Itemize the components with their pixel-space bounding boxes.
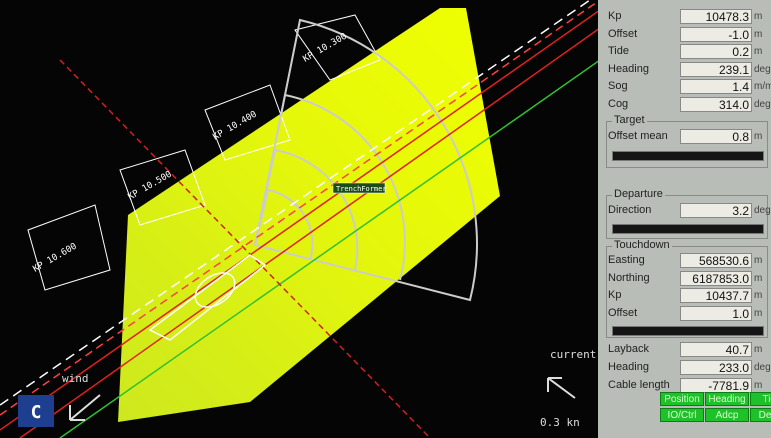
field-label: Easting	[608, 254, 645, 266]
group-title: Departure	[612, 188, 665, 200]
tag-box	[332, 182, 386, 194]
group-box	[606, 246, 768, 338]
field-value: 10478.3	[680, 9, 752, 24]
field-label: Layback	[608, 343, 649, 355]
field-label: Kp	[608, 289, 622, 301]
kp-boxes	[27, 14, 381, 291]
field-value: 0.8	[680, 129, 752, 144]
toggle-button[interactable]: IO/Ctrl	[660, 408, 704, 422]
field-label: Heading	[608, 361, 649, 373]
toggle-button[interactable]: Tide	[750, 392, 771, 406]
toggle-button[interactable]: Position	[660, 392, 704, 406]
group-title: Touchdown	[612, 239, 672, 251]
field-value: 6187853.0	[680, 270, 752, 286]
field-unit: m/min	[754, 81, 771, 92]
field-value: -1.0	[680, 26, 752, 42]
wind-label: wind	[62, 372, 89, 385]
group-box	[606, 195, 768, 239]
field-label: Kp	[608, 10, 622, 22]
badge: C	[31, 402, 42, 423]
touchdown-bar	[612, 326, 764, 336]
field-unit: m	[754, 11, 763, 22]
survey-area	[118, 8, 500, 422]
tag-label: TrenchFormer	[336, 185, 387, 193]
field-unit: m	[754, 307, 763, 319]
kp-label: KP 10.300	[302, 32, 349, 65]
current-speed: 0.3 kn	[540, 416, 580, 429]
group-box	[606, 121, 768, 168]
badge-box	[18, 395, 54, 427]
field-unit: m	[754, 28, 763, 40]
field-value: 0.2	[680, 44, 752, 59]
field-value: 40.7	[680, 342, 752, 357]
field-unit: m	[754, 272, 763, 284]
toggle-button[interactable]: Heading	[705, 392, 749, 406]
toggle-button[interactable]: Demo	[750, 408, 771, 422]
field-unit: m	[754, 131, 763, 142]
field-unit: m	[754, 344, 763, 355]
kp-label: KP 10.600	[32, 242, 79, 275]
field-unit: deg	[754, 205, 771, 216]
field-value: 1.4	[680, 79, 752, 94]
field-label: Offset	[608, 27, 638, 40]
current-label: current	[550, 348, 596, 361]
group-title: Target	[612, 114, 647, 126]
vessel	[148, 254, 267, 341]
field-unit: deg	[754, 98, 771, 110]
field-label: Offset mean	[608, 130, 668, 142]
field-label: Heading	[608, 62, 649, 75]
field-unit: deg	[754, 362, 771, 373]
field-value: 314.0	[680, 96, 752, 112]
field-label: Offset	[608, 306, 638, 319]
status-panel: Kp 10478.3 m Offset -1.0 m Tide 0.2 m Heading 239.…	[598, 0, 771, 438]
field-unit: m	[754, 46, 763, 57]
field-value: 3.2	[680, 203, 752, 218]
field-value: 568530.6	[680, 253, 752, 268]
field-label: Cable length	[608, 379, 670, 391]
map-view: KP 10.300 KP 10.400 KP 10.500 KP 10.600 …	[0, 0, 600, 438]
field-unit: m	[754, 380, 763, 391]
direction-bar	[612, 224, 764, 234]
current-arrow	[547, 377, 576, 399]
field-value: 239.1	[680, 61, 752, 77]
wind-arrow	[69, 394, 101, 421]
field-label: Northing	[608, 271, 650, 284]
field-unit: m	[754, 255, 763, 266]
field-value: 233.0	[680, 360, 752, 375]
field-label: Cog	[608, 97, 629, 110]
field-unit: deg	[754, 63, 771, 75]
offset-bar	[612, 151, 764, 161]
field-value: 10437.7	[680, 288, 752, 303]
route-lines	[0, 0, 600, 438]
field-unit: m	[754, 290, 763, 301]
field-label: Sog	[608, 80, 628, 92]
field-label: Direction	[608, 204, 652, 216]
field-value: -7781.9	[680, 378, 752, 393]
field-label: Tide	[608, 45, 629, 57]
field-value: 1.0	[680, 305, 752, 321]
toggle-button[interactable]: Adcp	[705, 408, 749, 422]
